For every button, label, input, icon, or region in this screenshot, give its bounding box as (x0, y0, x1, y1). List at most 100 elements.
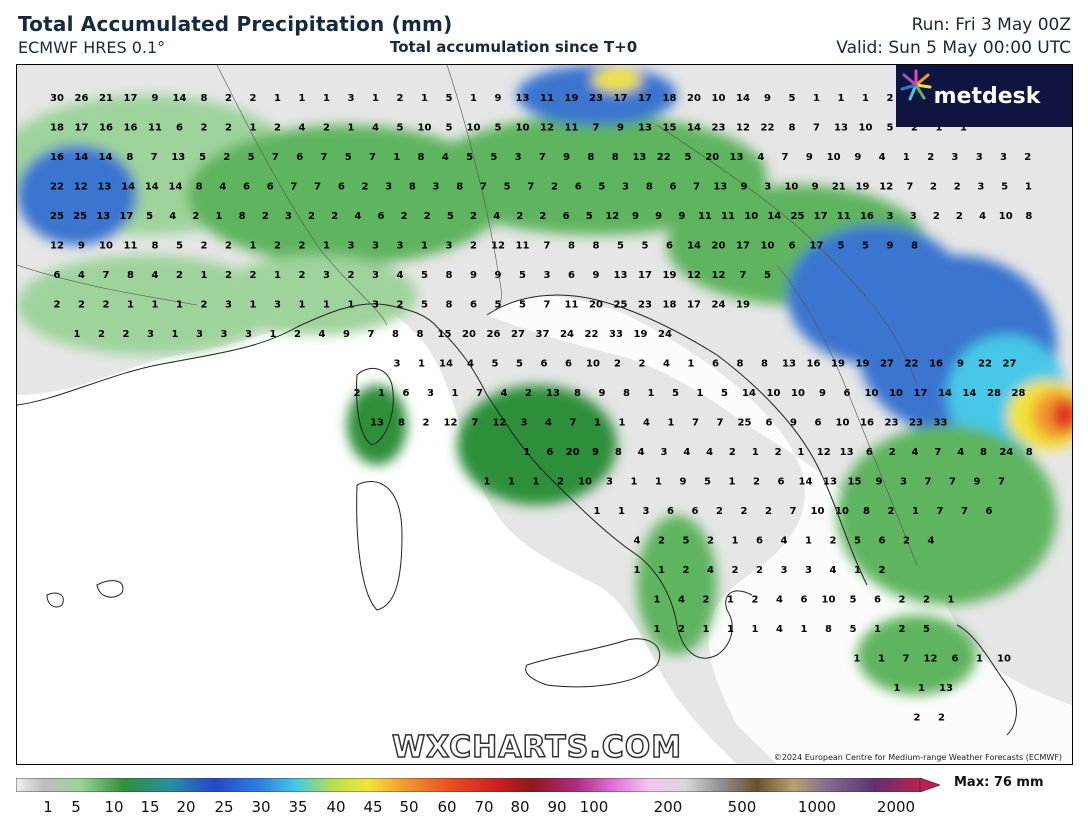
grid-value: 9 (764, 93, 771, 104)
grid-value: 4 (757, 152, 764, 163)
grid-value: 9 (343, 329, 350, 340)
grid-value: 2 (192, 211, 199, 222)
grid-value: 12 (879, 182, 893, 193)
grid-value: 1 (372, 93, 379, 104)
grid-value: 2 (879, 565, 886, 576)
grid-value: 1 (274, 93, 281, 104)
grid-value: 14 (439, 359, 453, 370)
grid-value: 2 (201, 300, 208, 311)
grid-value: 19 (736, 300, 750, 311)
grid-value: 1 (854, 565, 861, 576)
grid-value: 7 (693, 182, 700, 193)
grid-value: 1 (936, 123, 943, 134)
grid-value: 2 (78, 300, 85, 311)
grid-value: 6 (563, 211, 570, 222)
metdesk-burst-icon (900, 69, 932, 101)
grid-value: 9 (680, 477, 687, 488)
grid-value: 12 (74, 182, 88, 193)
grid-value: 1 (805, 536, 812, 547)
grid-value: 14 (687, 241, 701, 252)
grid-value: 1 (299, 300, 306, 311)
grid-value: 27 (880, 359, 894, 370)
grid-value: 8 (1026, 447, 1033, 458)
grid-value: 5 (685, 152, 692, 163)
grid-value: 11 (516, 241, 530, 252)
grid-value: 8 (574, 388, 581, 399)
grid-value: 25 (738, 418, 752, 429)
grid-value: 2 (741, 506, 748, 517)
grid-value: 1 (960, 123, 967, 134)
grid-value: 10 (586, 359, 600, 370)
grid-value: 10 (997, 654, 1011, 665)
grid-value: 3 (348, 93, 355, 104)
grid-value: 8 (126, 152, 133, 163)
grid-value: 19 (565, 93, 579, 104)
grid-value: 12 (493, 418, 507, 429)
grid-value: 1 (862, 93, 869, 104)
legend-arrow-icon (919, 778, 940, 792)
grid-value: 13 (632, 152, 646, 163)
grid-value: 2 (539, 211, 546, 222)
grid-value: 1 (918, 683, 925, 694)
grid-value: 4 (634, 536, 641, 547)
legend-tick: 45 (363, 798, 383, 816)
grid-value: 5 (466, 152, 473, 163)
grid-value: 8 (446, 270, 453, 281)
grid-value: 5 (199, 152, 206, 163)
grid-value: 2 (225, 123, 232, 134)
grid-value: 7 (717, 418, 724, 429)
grid-value: 2 (557, 477, 564, 488)
grid-value: 1 (668, 418, 675, 429)
grid-value: 8 (456, 182, 463, 193)
grid-value: 5 (887, 123, 894, 134)
grid-value: 1 (976, 654, 983, 665)
grid-value: 5 (923, 624, 930, 635)
grid-value: 10 (418, 123, 432, 134)
grid-value: 9 (593, 270, 600, 281)
legend-tick: 60 (437, 798, 457, 816)
legend-tick: 1 (43, 798, 53, 816)
grid-value: 1 (619, 418, 626, 429)
grid-value: 17 (124, 93, 138, 104)
logo-text: metdesk (933, 83, 1041, 109)
grid-value: 2 (354, 388, 361, 399)
grid-value: 1 (393, 152, 400, 163)
grid-value: 3 (606, 477, 613, 488)
grid-value: 6 (176, 123, 183, 134)
grid-value: 3 (372, 241, 379, 252)
grid-value: 13 (97, 182, 111, 193)
grid-value: 8 (825, 624, 832, 635)
grid-value: 6 (546, 447, 553, 458)
grid-value: 2 (424, 211, 431, 222)
grid-value: 7 (949, 477, 956, 488)
grid-value: 3 (433, 182, 440, 193)
metdesk-logo[interactable]: metdesk (896, 65, 1072, 127)
grid-value: 1 (752, 447, 759, 458)
grid-value: 1 (654, 624, 661, 635)
grid-value: 6 (801, 595, 808, 606)
grid-value: 6 (296, 152, 303, 163)
grid-value: 4 (707, 565, 714, 576)
grid-value: 5 (492, 359, 499, 370)
grid-value: 2 (176, 270, 183, 281)
grid-value: 14 (121, 182, 135, 193)
grid-value: 2 (930, 182, 937, 193)
grid-value: 4 (781, 536, 788, 547)
grid-value: 20 (589, 300, 603, 311)
grid-value: 5 (1001, 182, 1008, 193)
grid-value: 10 (836, 418, 850, 429)
grid-value: 9 (592, 447, 599, 458)
grid-value: 1 (618, 506, 625, 517)
grid-value: 10 (767, 388, 781, 399)
grid-value: 17 (638, 93, 652, 104)
grid-value: 10 (712, 93, 726, 104)
grid-value: 24 (560, 329, 574, 340)
grid-value: 2 (397, 300, 404, 311)
grid-value: 4 (683, 447, 690, 458)
legend-tick-labels: 1 5 10 15 20 25 30 35 40 45 50 60 70 80 90 100 200 500 100… (16, 798, 940, 818)
grid-value: 25 (791, 211, 805, 222)
grid-value: 2 (703, 595, 710, 606)
precipitation-map[interactable]: 30 26 21 17 9 14 8 2 2 1 1 1 3 1 2 1 5 1 9 13 11 19 23 17 17 18 20… (16, 64, 1073, 765)
grid-value: 5 (519, 270, 526, 281)
grid-value: 8 (761, 359, 768, 370)
